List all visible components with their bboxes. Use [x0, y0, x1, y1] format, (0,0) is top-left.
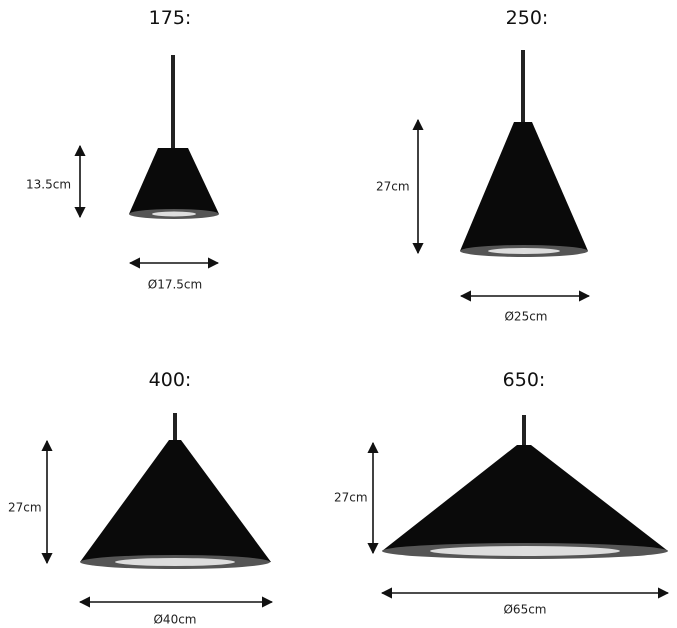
shade	[129, 148, 219, 218]
lamp-400: 400: 27cm Ø40cm	[8, 369, 274, 627]
shade	[80, 440, 271, 568]
lamp-650: 650: 27cm Ø65cm	[334, 369, 670, 617]
height-label: 13.5cm	[26, 178, 71, 192]
height-label: 27cm	[376, 180, 410, 194]
lamp-title: 250:	[506, 7, 549, 29]
height-label: 27cm	[334, 491, 368, 505]
shade	[460, 122, 588, 257]
diameter-label: Ø40cm	[153, 613, 196, 627]
lamp-title: 400:	[149, 369, 192, 391]
lamp-title: 175:	[149, 7, 192, 29]
height-label: 27cm	[8, 501, 42, 515]
lamp-175: 175: 13.5cm Ø17.5cm	[26, 7, 220, 292]
diameter-label: Ø65cm	[503, 603, 546, 617]
light	[488, 248, 560, 254]
light	[152, 211, 196, 217]
light	[430, 546, 620, 556]
light	[115, 558, 235, 566]
lamp-title: 650:	[503, 369, 546, 391]
diameter-label: Ø25cm	[504, 310, 547, 324]
diameter-label: Ø17.5cm	[148, 278, 202, 292]
shade	[382, 445, 668, 559]
lamp-250: 250: 27cm Ø25cm	[376, 7, 591, 324]
